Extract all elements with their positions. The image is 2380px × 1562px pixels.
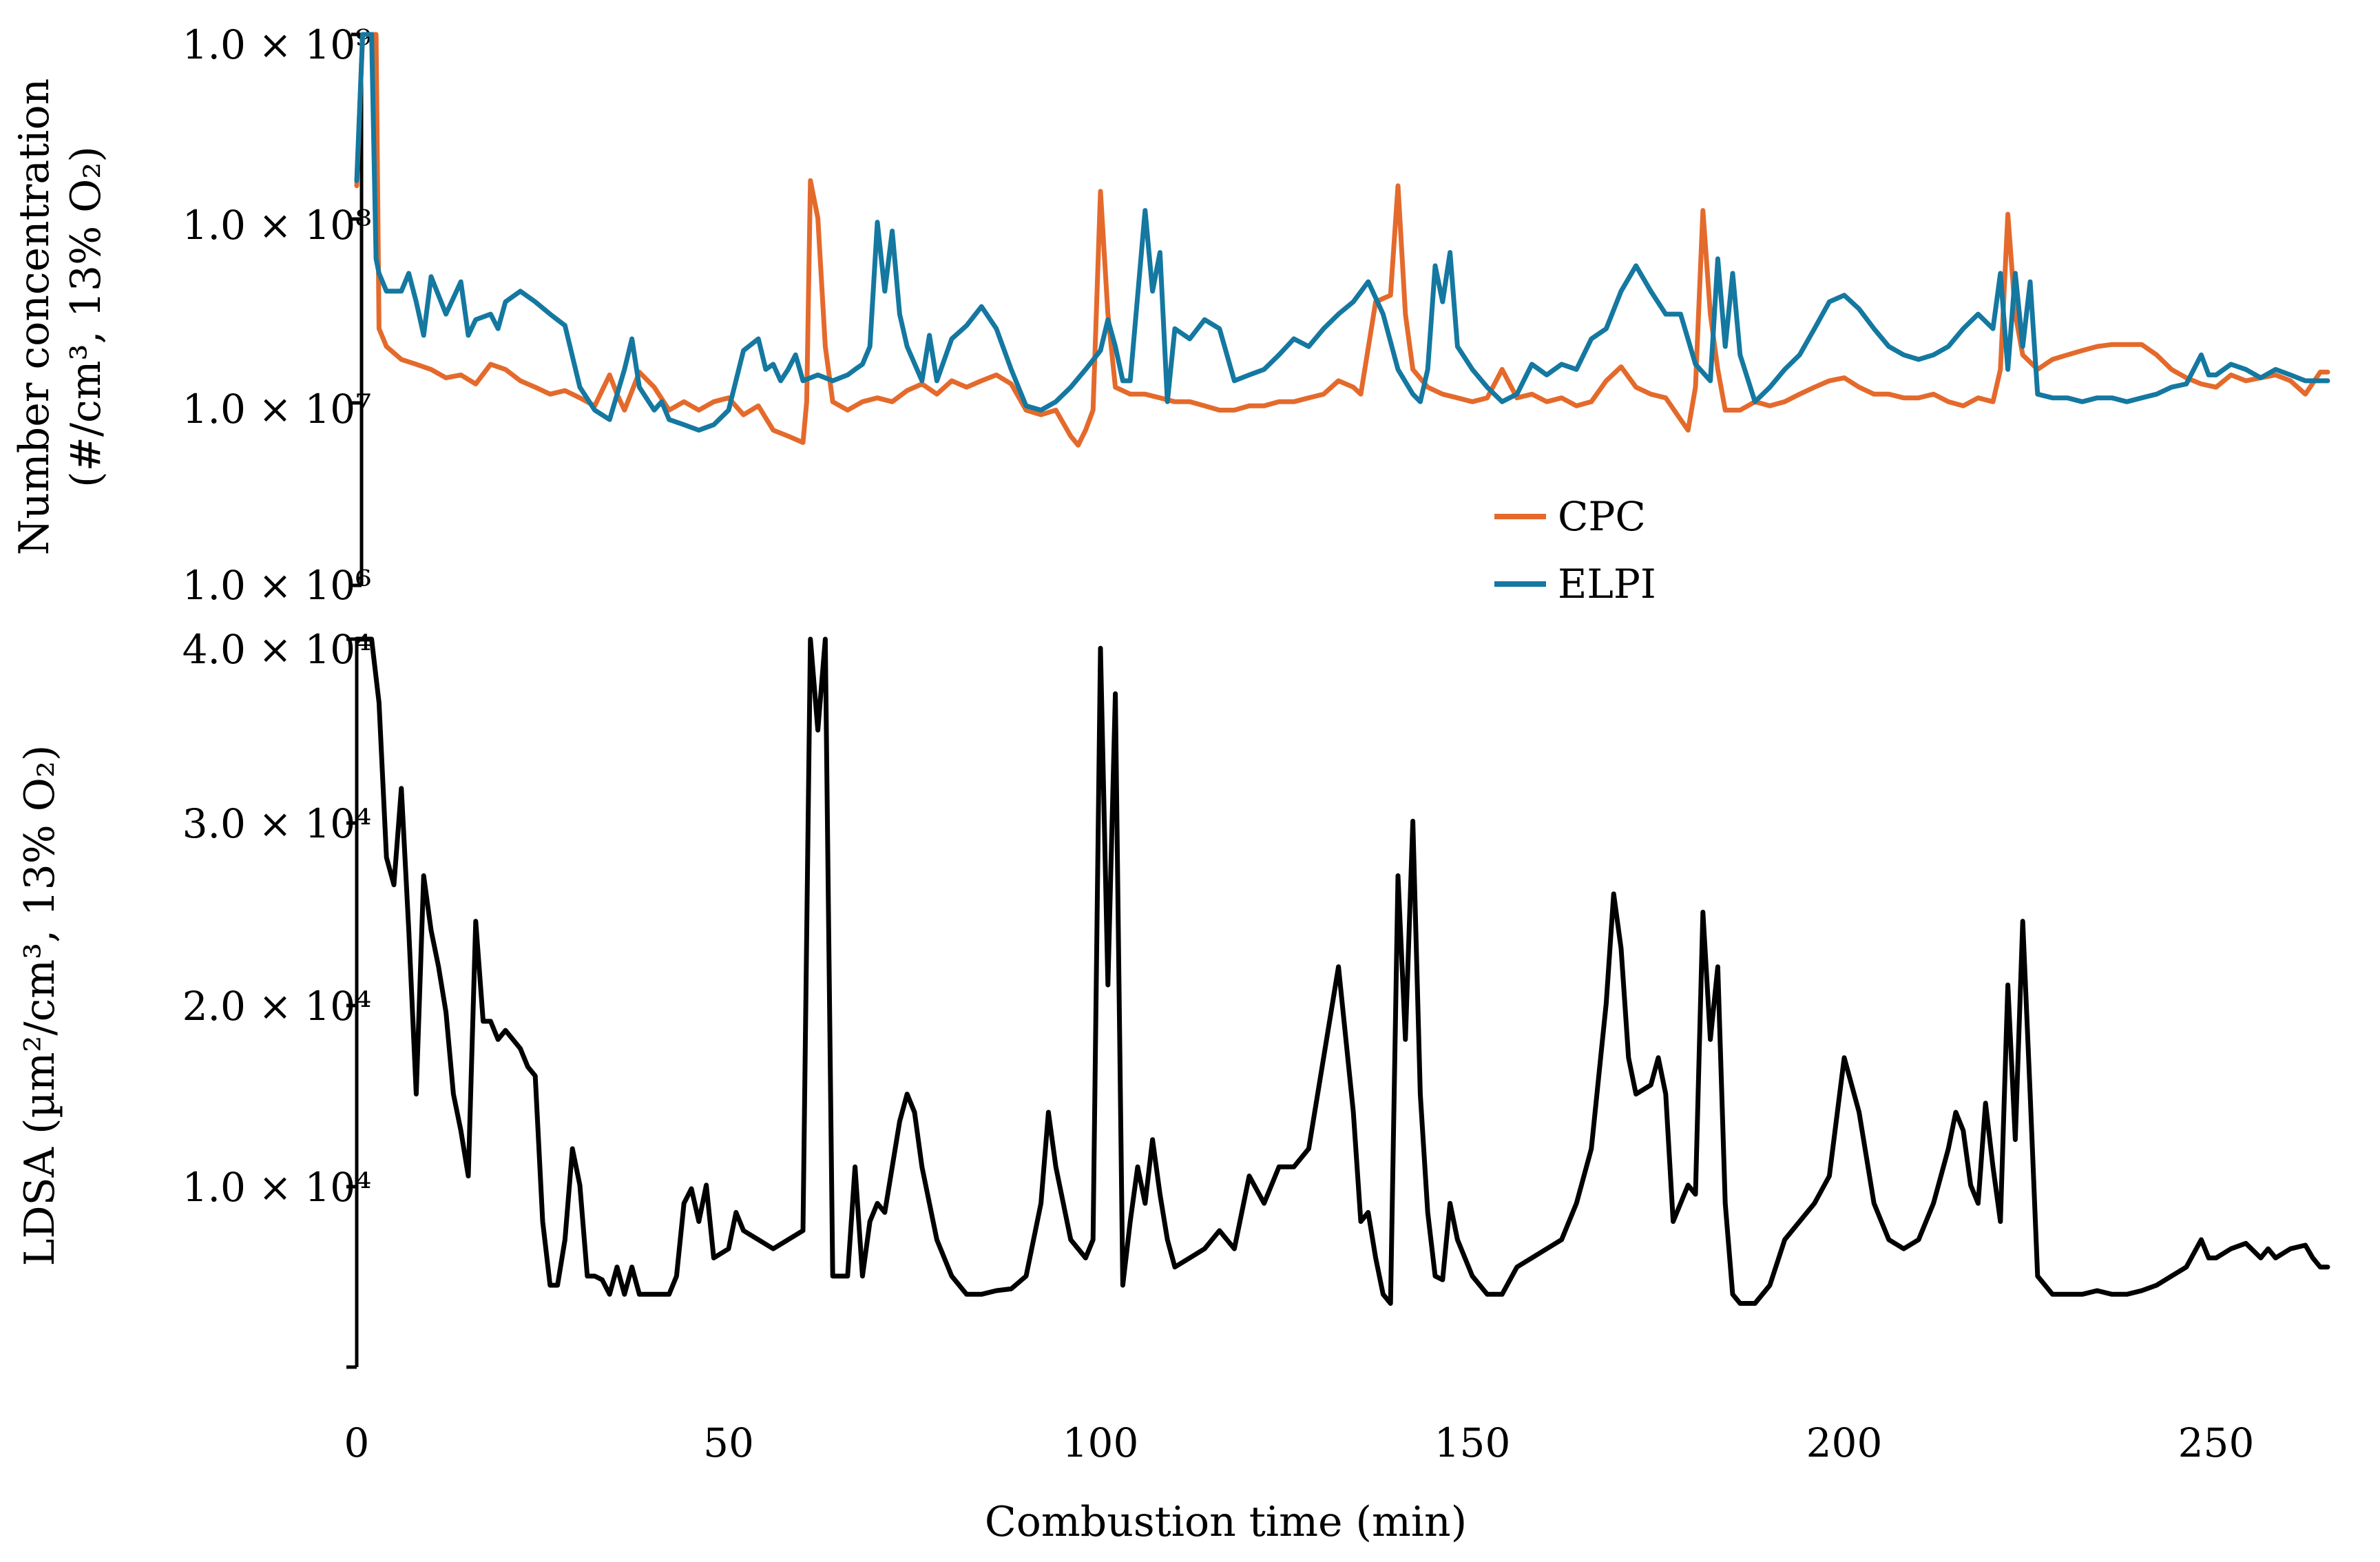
top-y-tick-label: 1.0 × 10⁸ [182,202,372,249]
x-tick-label: 0 [344,1419,370,1466]
top-y-tick-label: 1.0 × 10⁹ [182,21,372,68]
bottom-y-tick-label: 2.0 × 10⁴ [182,983,372,1030]
top-y-tick-label: 1.0 × 10⁶ [182,562,372,609]
series-line-elpi [354,32,2330,433]
ldsa-panel: 4.0 × 10⁴ 3.0 × 10⁴ 2.0 × 10⁴ 1.0 × 10⁴ … [16,626,2330,1546]
bottom-y-axis-title: LDSA (µm²/cm³, 13% O₂) [16,745,64,1267]
legend-label-cpc: CPC [1558,493,1646,540]
bottom-y-tick-label: 4.0 × 10⁴ [182,626,372,673]
x-tick-label: 150 [1434,1419,1511,1466]
series-line-ldsa [354,636,2330,1306]
number-concentration-panel: 1.0 × 10⁹ 1.0 × 10⁸ 1.0 × 10⁷ 1.0 × 10⁶ … [10,21,2330,609]
x-tick-label: 250 [2178,1419,2255,1466]
x-axis-title: Combustion time (min) [985,1498,1467,1546]
legend: CPC ELPI [1494,493,1656,607]
top-y-tick-label: 1.0 × 10⁷ [182,386,372,433]
x-tick-label: 100 [1063,1419,1139,1466]
x-tick-label: 200 [1806,1419,1883,1466]
bottom-y-tick-label: 1.0 × 10⁴ [182,1164,372,1211]
legend-label-elpi: ELPI [1558,561,1656,607]
top-y-axis-title-line1: Number concentration [10,79,59,555]
series-line-cpc [354,32,2330,448]
x-tick-label: 50 [703,1419,754,1466]
bottom-y-tick-label: 3.0 × 10⁴ [182,800,372,847]
top-y-axis-title-line2: (#/cm³, 13% O₂) [62,146,110,488]
